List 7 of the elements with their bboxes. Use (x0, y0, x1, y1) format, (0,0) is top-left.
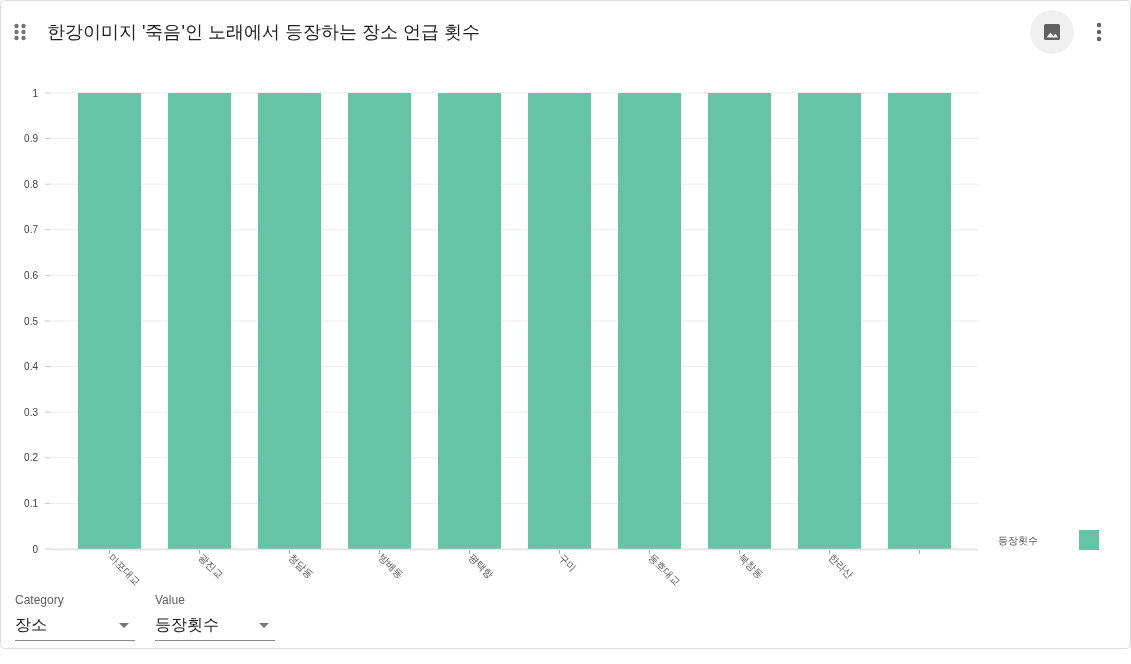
text: 장소 (15, 616, 47, 633)
x-tick-label: 구미 (556, 551, 579, 574)
text: Category (15, 593, 64, 607)
chart-title: 한강이미지 '죽음'인 노래에서 등장하는 장소 언급 횟수 (47, 22, 480, 42)
text: 등장횟수 (155, 616, 219, 633)
text: Value (155, 593, 186, 607)
legend: 등장횟수 (998, 530, 1099, 550)
